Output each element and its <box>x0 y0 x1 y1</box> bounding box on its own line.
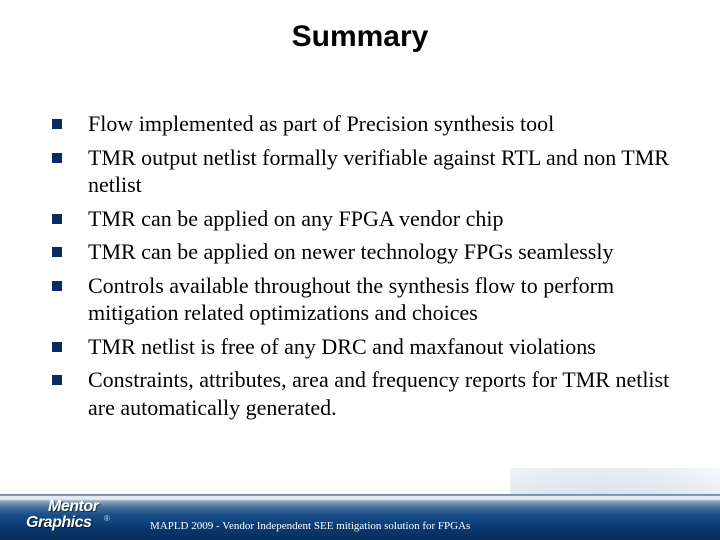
footer: Mentor Graphics ® MAPLD 2009 - Vendor In… <box>0 484 720 540</box>
bullet-text: TMR can be applied on any FPGA vendor ch… <box>88 205 504 233</box>
bullet-icon <box>52 247 62 257</box>
bullet-text: Controls available throughout the synthe… <box>88 272 670 327</box>
bullet-text: TMR output netlist formally verifiable a… <box>88 144 670 199</box>
bullet-icon <box>52 119 62 129</box>
bullet-text: Flow implemented as part of Precision sy… <box>88 110 554 138</box>
bullet-icon <box>52 342 62 352</box>
slide-title: Summary <box>0 20 720 54</box>
bullet-icon <box>52 153 62 163</box>
footer-caption: MAPLD 2009 - Vendor Independent SEE miti… <box>150 520 470 532</box>
list-item: TMR output netlist formally verifiable a… <box>50 144 670 199</box>
list-item: Flow implemented as part of Precision sy… <box>50 110 670 138</box>
bullet-text: Constraints, attributes, area and freque… <box>88 366 670 421</box>
logo-text-bottom: Graphics <box>26 514 91 532</box>
list-item: Controls available throughout the synthe… <box>50 272 670 327</box>
list-item: TMR netlist is free of any DRC and maxfa… <box>50 333 670 361</box>
list-item: Constraints, attributes, area and freque… <box>50 366 670 421</box>
list-item: TMR can be applied on newer technology F… <box>50 238 670 266</box>
registered-icon: ® <box>104 514 110 523</box>
bullet-list: Flow implemented as part of Precision sy… <box>50 110 670 427</box>
list-item: TMR can be applied on any FPGA vendor ch… <box>50 205 670 233</box>
bullet-icon <box>52 281 62 291</box>
slide: Summary Flow implemented as part of Prec… <box>0 0 720 540</box>
mentor-graphics-logo: Mentor Graphics ® <box>26 494 136 538</box>
bullet-text: TMR can be applied on newer technology F… <box>88 238 613 266</box>
bullet-icon <box>52 214 62 224</box>
bullet-text: TMR netlist is free of any DRC and maxfa… <box>88 333 596 361</box>
bullet-icon <box>52 375 62 385</box>
